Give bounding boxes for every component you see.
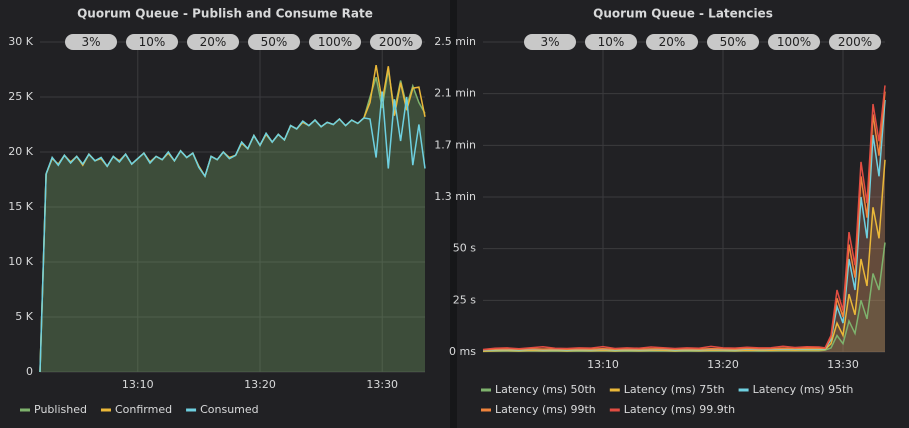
annotation-pill[interactable] xyxy=(707,34,759,50)
y-tick-label: 1.3 min xyxy=(434,190,476,203)
annotation-label[interactable]: 50% xyxy=(720,35,747,49)
line xyxy=(482,85,886,351)
annotation-pill[interactable] xyxy=(370,34,422,50)
legend-label[interactable]: Published xyxy=(34,403,87,416)
area xyxy=(40,69,425,372)
annotation-pill[interactable] xyxy=(768,34,820,50)
y-tick-label: 25 K xyxy=(8,90,33,103)
annotation-label[interactable]: 100% xyxy=(777,35,811,49)
chart-title: Quorum Queue - Latencies xyxy=(593,7,773,21)
annotation-label[interactable]: 200% xyxy=(838,35,872,49)
annotation-label[interactable]: 20% xyxy=(200,35,227,49)
legend-label[interactable]: Confirmed xyxy=(115,403,172,416)
annotation-label[interactable]: 10% xyxy=(598,35,625,49)
legend-label[interactable]: Latency (ms) 75th xyxy=(624,383,725,396)
legend-swatch[interactable] xyxy=(481,388,491,392)
y-tick-label: 0 ms xyxy=(449,345,476,358)
legend-label[interactable]: Latency (ms) 99.9th xyxy=(624,403,735,416)
y-tick-label: 2.5 min xyxy=(434,35,476,48)
annotation-pill[interactable] xyxy=(524,34,576,50)
legend-swatch[interactable] xyxy=(100,408,111,412)
legend-swatch[interactable] xyxy=(609,388,620,392)
annotation-label[interactable]: 50% xyxy=(261,35,288,49)
legend-label[interactable]: Latency (ms) 95th xyxy=(753,383,854,396)
y-tick-label: 5 K xyxy=(15,310,33,323)
legend-swatch[interactable] xyxy=(481,408,491,412)
legend-swatch[interactable] xyxy=(186,408,197,412)
y-tick-label: 1.7 min xyxy=(434,138,476,151)
legend-swatch[interactable] xyxy=(609,408,620,412)
annotation-pill[interactable] xyxy=(829,34,881,50)
area xyxy=(483,159,885,352)
line xyxy=(39,91,426,373)
annotation-pill[interactable] xyxy=(65,34,117,50)
legend-label[interactable]: Latency (ms) 50th xyxy=(495,383,596,396)
x-tick-label: 13:30 xyxy=(366,378,398,391)
annotation-label[interactable]: 3% xyxy=(81,35,100,49)
y-tick-label: 15 K xyxy=(8,200,33,213)
x-tick-label: 13:20 xyxy=(707,358,739,371)
annotation-pill[interactable] xyxy=(187,34,239,50)
legend-label[interactable]: Consumed xyxy=(200,403,259,416)
annotation-pill[interactable] xyxy=(585,34,637,50)
annotation-label[interactable]: 10% xyxy=(139,35,166,49)
annotation-pill[interactable] xyxy=(646,34,698,50)
y-tick-label: 30 K xyxy=(8,35,33,48)
annotation-label[interactable]: 20% xyxy=(659,35,686,49)
y-tick-label: 10 K xyxy=(8,255,33,268)
y-tick-label: 50 s xyxy=(453,242,476,255)
y-tick-label: 2.1 min xyxy=(434,87,476,100)
line xyxy=(482,159,886,352)
area xyxy=(483,242,885,352)
y-tick-label: 20 K xyxy=(8,145,33,158)
legend-swatch[interactable] xyxy=(738,388,749,392)
y-tick-label: 25 s xyxy=(453,293,476,306)
x-tick-label: 13:10 xyxy=(122,378,154,391)
annotation-pill[interactable] xyxy=(248,34,300,50)
x-tick-label: 13:20 xyxy=(244,378,276,391)
chart-title: Quorum Queue - Publish and Consume Rate xyxy=(77,7,373,21)
annotation-label[interactable]: 200% xyxy=(379,35,413,49)
annotation-pill[interactable] xyxy=(309,34,361,50)
x-tick-label: 13:10 xyxy=(587,358,619,371)
annotation-label[interactable]: 100% xyxy=(318,35,352,49)
annotation-label[interactable]: 3% xyxy=(540,35,559,49)
legend-swatch[interactable] xyxy=(20,408,30,412)
legend-label[interactable]: Latency (ms) 99th xyxy=(495,403,596,416)
x-tick-label: 13:30 xyxy=(827,358,859,371)
annotation-pill[interactable] xyxy=(126,34,178,50)
panel xyxy=(457,0,909,428)
y-tick-label: 0 xyxy=(26,365,33,378)
